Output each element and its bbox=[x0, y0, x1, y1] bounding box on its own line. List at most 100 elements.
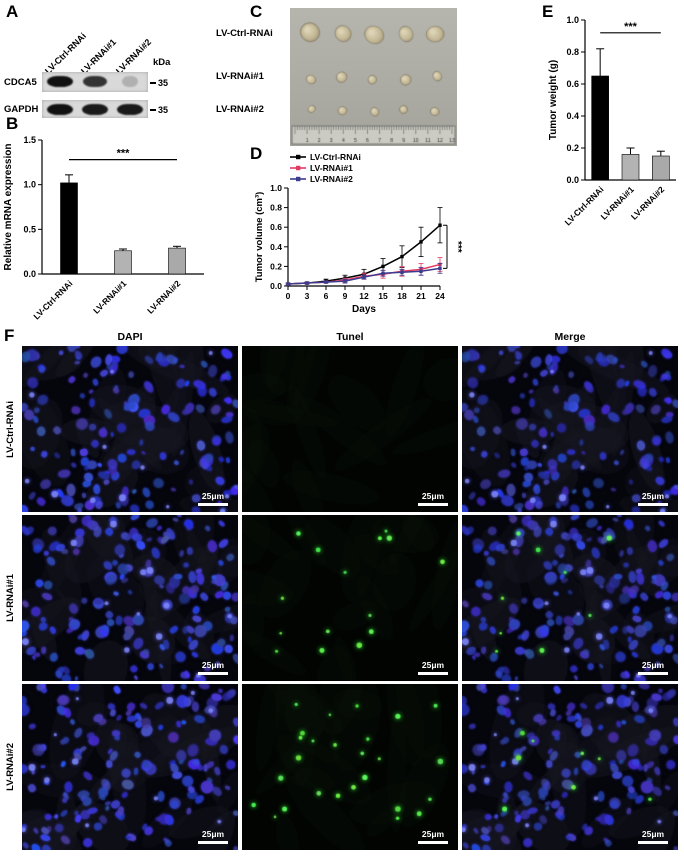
panel-b-label: B bbox=[6, 114, 19, 133]
panel-f-label: F bbox=[4, 326, 15, 345]
column-header-dapi: DAPI bbox=[117, 331, 143, 343]
micro-row-label-rnai2: LV-RNAi#2 bbox=[4, 743, 16, 791]
scale-bar: 25μm bbox=[638, 491, 668, 506]
micro-cell-rnai1-dapi: 25μm bbox=[22, 515, 238, 681]
scale-bar-line bbox=[418, 503, 448, 506]
blot-band bbox=[47, 76, 73, 87]
scale-bar: 25μm bbox=[198, 660, 228, 675]
kda-value: 35 bbox=[158, 78, 169, 88]
western-blot-strip-gapdh bbox=[42, 100, 148, 118]
svg-text:LV-RNAi#1: LV-RNAi#1 bbox=[310, 163, 353, 173]
scale-bar-line bbox=[638, 841, 668, 844]
svg-text:0.2: 0.2 bbox=[566, 143, 579, 153]
svg-text:0.8: 0.8 bbox=[270, 203, 282, 213]
svg-text:0: 0 bbox=[286, 291, 291, 301]
scale-bar-line bbox=[638, 503, 668, 506]
panel-e-label: E bbox=[542, 2, 554, 21]
svg-text:21: 21 bbox=[416, 291, 426, 301]
svg-text:LV-Ctrl-RNAi: LV-Ctrl-RNAi bbox=[310, 152, 361, 162]
scale-bar: 25μm bbox=[418, 491, 448, 506]
micro-cell-rnai2-dapi: 25μm bbox=[22, 684, 238, 850]
svg-text:LV-RNAi#2: LV-RNAi#2 bbox=[145, 278, 183, 316]
svg-text:LV-RNAi#2: LV-RNAi#2 bbox=[310, 174, 353, 184]
blot-band bbox=[121, 76, 139, 87]
svg-text:0.6: 0.6 bbox=[566, 79, 579, 89]
micro-image bbox=[462, 515, 678, 681]
kda-mark-gapdh: 35 bbox=[150, 105, 168, 115]
svg-text:LV-RNAi#1: LV-RNAi#1 bbox=[91, 278, 129, 316]
svg-text:1.5: 1.5 bbox=[23, 135, 36, 145]
svg-text:1.0: 1.0 bbox=[566, 15, 579, 25]
micro-image bbox=[22, 515, 238, 681]
photo-row-label-rnai1: LV-RNAi#1 bbox=[216, 71, 264, 82]
panel-a-label: A bbox=[6, 2, 19, 21]
micro-image bbox=[462, 346, 678, 512]
svg-text:24: 24 bbox=[435, 291, 445, 301]
svg-text:0.8: 0.8 bbox=[566, 47, 579, 57]
protein-label-gapdh: GAPDH bbox=[4, 104, 39, 115]
blot-band bbox=[47, 104, 73, 115]
kda-value: 35 bbox=[158, 105, 169, 115]
photo-row-label-rnai2: LV-RNAi#2 bbox=[216, 104, 264, 115]
svg-text:18: 18 bbox=[397, 291, 407, 301]
micro-image bbox=[242, 515, 458, 681]
scale-bar-line bbox=[198, 503, 228, 506]
column-header-merge: Merge bbox=[554, 331, 586, 343]
svg-text:1.0: 1.0 bbox=[23, 180, 36, 190]
svg-text:Tumor weight (g): Tumor weight (g) bbox=[548, 60, 559, 140]
svg-text:0.6: 0.6 bbox=[270, 222, 282, 232]
lane-label-rnai2: LV-RNAi#2 bbox=[113, 36, 154, 76]
micro-image bbox=[462, 684, 678, 850]
micro-cell-ctrl-tunel: 25μm bbox=[242, 346, 458, 512]
svg-text:6: 6 bbox=[324, 291, 329, 301]
svg-text:15: 15 bbox=[378, 291, 388, 301]
blot-band bbox=[82, 104, 108, 115]
micro-cell-rnai1-merge: 25μm bbox=[462, 515, 678, 681]
micro-cell-ctrl-dapi: 25μm bbox=[22, 346, 238, 512]
panel-d-label: D bbox=[250, 144, 263, 163]
scale-bar-line bbox=[638, 672, 668, 675]
lane-label-rnai1: LV-RNAi#1 bbox=[78, 36, 119, 76]
kda-mark-cdca5: 35 bbox=[150, 78, 168, 88]
blot-band bbox=[83, 76, 107, 87]
scale-bar: 25μm bbox=[418, 829, 448, 844]
svg-text:12: 12 bbox=[359, 291, 369, 301]
micro-image bbox=[242, 346, 458, 512]
svg-text:***: *** bbox=[117, 148, 131, 160]
svg-text:LV-Ctrl-RNAi: LV-Ctrl-RNAi bbox=[31, 278, 74, 321]
micro-cell-rnai1-tunel: 25μm bbox=[242, 515, 458, 681]
tick-dash bbox=[150, 109, 156, 111]
svg-text:0.5: 0.5 bbox=[23, 224, 36, 234]
svg-text:LV-Ctrl-RNAi: LV-Ctrl-RNAi bbox=[563, 184, 606, 227]
svg-text:Relative mRNA expression: Relative mRNA expression bbox=[3, 144, 14, 271]
column-header-tunel: Tunel bbox=[336, 331, 364, 343]
panel-b-bar-chart: 0.0 0.5 1.0 1.5 LV-Ctrl-RNAi LV-RNAi#1 LV-RNAi… bbox=[3, 135, 204, 321]
blot-band bbox=[117, 104, 143, 115]
tick-dash bbox=[150, 82, 156, 84]
svg-text:Days: Days bbox=[352, 304, 376, 315]
svg-text:0.0: 0.0 bbox=[270, 281, 282, 291]
svg-text:LV-RNAi#2: LV-RNAi#2 bbox=[629, 184, 667, 222]
micro-row-label-ctrl: LV-Ctrl-RNAi bbox=[4, 400, 16, 458]
svg-text:0.4: 0.4 bbox=[566, 111, 579, 121]
micro-image bbox=[22, 346, 238, 512]
kda-unit-label: kDa bbox=[153, 57, 171, 68]
scale-bar: 25μm bbox=[198, 829, 228, 844]
svg-text:0.0: 0.0 bbox=[566, 175, 579, 185]
micro-image bbox=[242, 684, 458, 850]
svg-text:1.0: 1.0 bbox=[270, 183, 282, 193]
svg-text:Tumor volume (cm³): Tumor volume (cm³) bbox=[254, 192, 265, 283]
scale-bar: 25μm bbox=[638, 829, 668, 844]
micro-cell-ctrl-merge: 25μm bbox=[462, 346, 678, 512]
svg-text:0.0: 0.0 bbox=[23, 269, 36, 279]
micro-row-label-rnai1: LV-RNAi#1 bbox=[4, 574, 16, 622]
scale-bar-line bbox=[198, 672, 228, 675]
panel-e-bar-chart: 0.00.20.40.60.81.0LV-Ctrl-RNAiLV-RNAi#1L… bbox=[548, 15, 676, 227]
svg-text:9: 9 bbox=[343, 291, 348, 301]
svg-text:***: *** bbox=[452, 241, 463, 253]
svg-text:3: 3 bbox=[305, 291, 310, 301]
scale-bar-line bbox=[418, 672, 448, 675]
micro-image bbox=[22, 684, 238, 850]
western-blot-strip-cdca5 bbox=[42, 72, 148, 92]
